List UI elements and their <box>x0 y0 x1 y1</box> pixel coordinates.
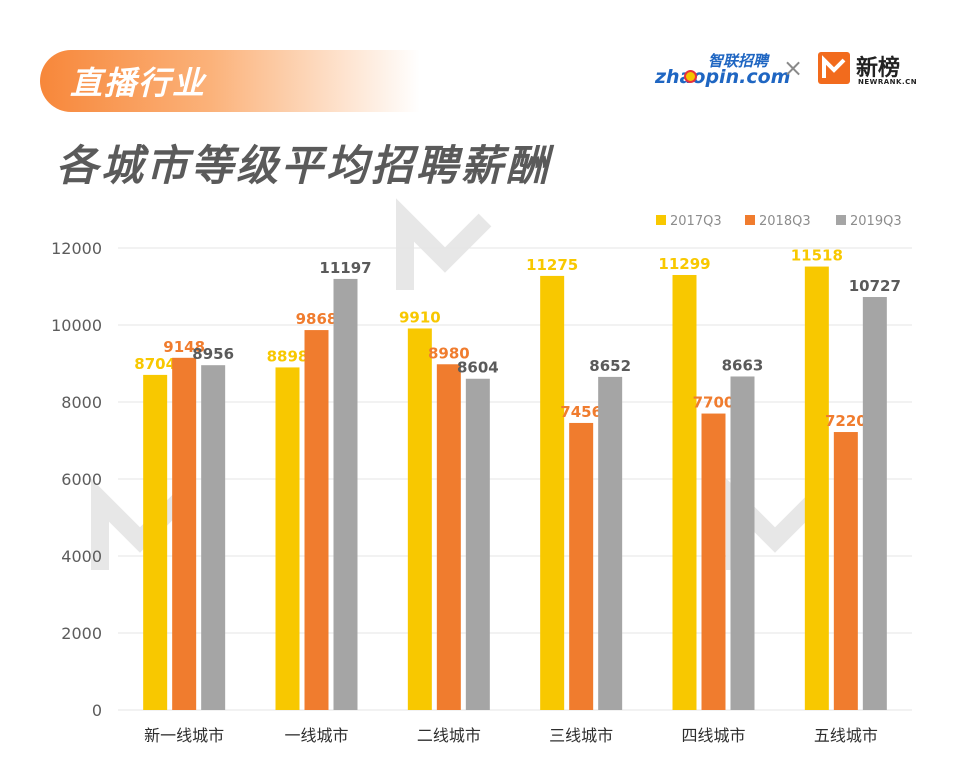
y-tick-label: 0 <box>92 701 102 720</box>
data-label: 10727 <box>849 277 901 295</box>
data-label: 11197 <box>319 259 371 277</box>
bar-2018Q3-4 <box>701 413 726 710</box>
newrank-logo-cn: 新榜 <box>856 56 901 81</box>
data-label: 8980 <box>428 344 470 362</box>
x-category-label: 二线城市 <box>417 726 481 745</box>
bar-2018Q3-3 <box>569 422 594 710</box>
newrank-mark-icon <box>818 52 850 84</box>
bar-2019Q3-0 <box>201 365 226 710</box>
data-label: 8956 <box>192 345 234 363</box>
legend-swatch <box>745 215 755 225</box>
newrank-logo-en: NEWRANK.CN <box>858 78 918 86</box>
bar-2018Q3-1 <box>304 330 329 710</box>
title-tag-banner <box>40 50 420 112</box>
bar-2019Q3-2 <box>465 378 490 710</box>
newrank-logo: 新榜 NEWRANK.CN <box>818 50 918 90</box>
legend-label: 2019Q3 <box>850 214 902 229</box>
bar-2017Q3-4 <box>672 274 697 710</box>
page-title: 各城市等级平均招聘薪酬 <box>56 141 552 190</box>
bar-2017Q3-0 <box>143 374 168 710</box>
data-label: 9868 <box>296 310 338 328</box>
bar-2017Q3-3 <box>540 275 565 710</box>
y-tick-label: 8000 <box>61 393 102 412</box>
data-label: 9148 <box>163 338 205 356</box>
bar-2018Q3-0 <box>172 357 197 710</box>
data-label: 11518 <box>791 247 843 265</box>
zhaopin-logo: 智联招聘 zhaopin.com <box>655 50 790 92</box>
x-category-label: 一线城市 <box>284 726 348 745</box>
x-category-label: 四线城市 <box>681 726 745 745</box>
watermark-icon <box>396 198 492 290</box>
data-label: 8704 <box>134 355 176 373</box>
legend-swatch <box>836 215 846 225</box>
zhaopin-logo-cn: 智联招聘 <box>707 52 768 70</box>
bar-2017Q3-2 <box>407 328 432 710</box>
bar-2018Q3-5 <box>833 432 858 710</box>
legend-label: 2018Q3 <box>759 214 811 229</box>
data-label: 7700 <box>693 394 735 412</box>
bar-2017Q3-1 <box>275 367 300 710</box>
data-label: 11299 <box>658 255 710 273</box>
data-label: 7456 <box>560 403 602 421</box>
data-label: 7220 <box>825 412 867 430</box>
data-label: 11275 <box>526 256 578 274</box>
data-label: 8663 <box>722 356 764 374</box>
data-label: 9910 <box>399 308 441 326</box>
legend-swatch <box>656 215 666 225</box>
y-tick-label: 12000 <box>51 239 102 258</box>
bar-2019Q3-4 <box>730 376 755 710</box>
collab-separator: × <box>783 54 804 82</box>
bar-2018Q3-2 <box>436 364 461 710</box>
legend-label: 2017Q3 <box>670 214 722 229</box>
y-tick-label: 4000 <box>61 547 102 566</box>
data-label: 8604 <box>457 359 499 377</box>
data-label: 8652 <box>589 357 631 375</box>
bar-2019Q3-5 <box>862 297 887 710</box>
y-tick-label: 2000 <box>61 624 102 643</box>
x-category-label: 五线城市 <box>814 726 878 745</box>
y-tick-label: 6000 <box>61 470 102 489</box>
bar-2017Q3-5 <box>804 266 829 710</box>
y-tick-label: 10000 <box>51 316 102 335</box>
bar-2019Q3-1 <box>333 278 358 710</box>
bar-2019Q3-3 <box>598 376 623 710</box>
x-category-label: 三线城市 <box>549 726 613 745</box>
data-label: 8898 <box>267 347 309 365</box>
industry-tag: 直播行业 <box>70 64 207 102</box>
x-category-label: 新一线城市 <box>144 726 224 745</box>
zhaopin-dot-icon <box>684 70 697 83</box>
